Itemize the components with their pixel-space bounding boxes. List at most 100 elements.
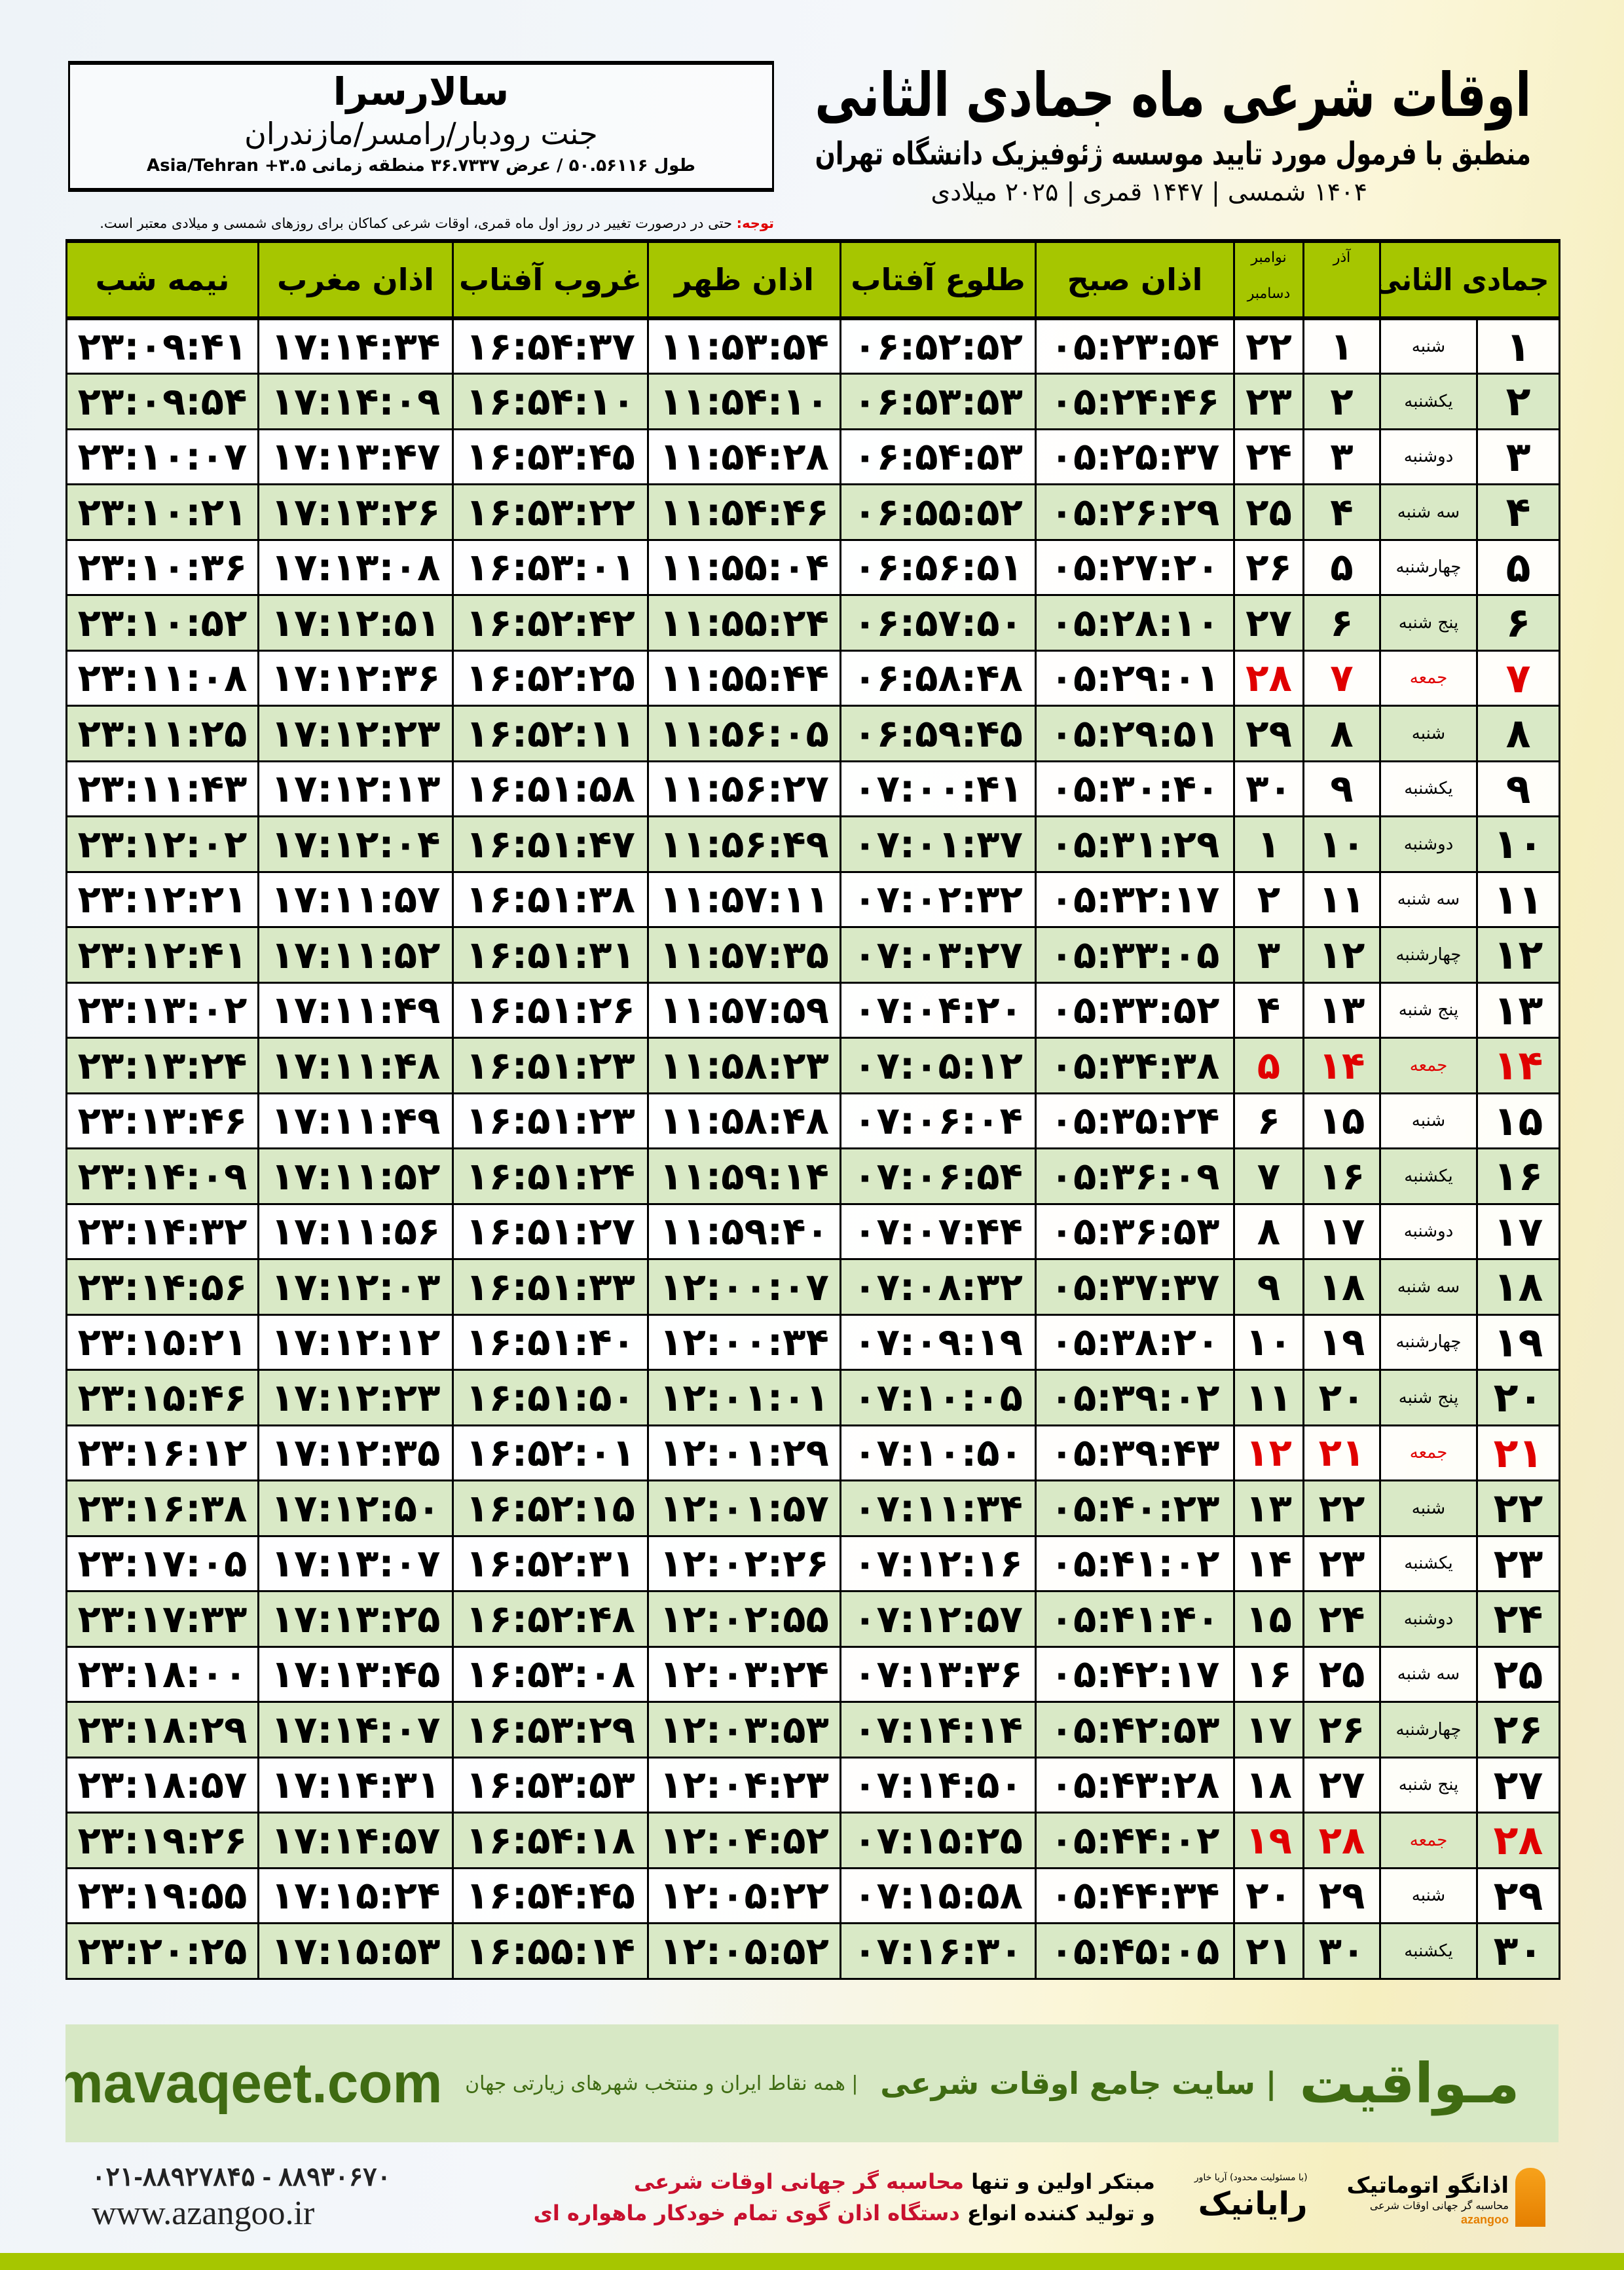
fajr-time: ۰۵:۴۰:۲۳ — [1050, 1485, 1220, 1531]
table-row: ۱۶ یکشنبه ۱۶ ۷ ۰۵:۳۶:۰۹ ۰۷:۰۶:۵۴ ۱۱:۵۹:۱۴ ۱۶:۵۱… — [65, 1147, 1561, 1205]
table-row: ۱۱ سه شنبه ۱۱ ۲ ۰۵:۳۲:۱۷ ۰۷:۰۲:۳۲ ۱۱:۵۷:۱۱ ۱۶:۵… — [65, 870, 1561, 928]
weekday-cell: سه شنبه — [1378, 483, 1479, 541]
fajr-time: ۰۵:۳۲:۱۷ — [1050, 877, 1220, 922]
midnight-time: ۲۳:۰۹:۵۴ — [77, 379, 248, 424]
gregorian-day: ۴ — [1257, 988, 1281, 1033]
sunset-time-cell: ۱۶:۵۲:۱۵ — [452, 1479, 649, 1537]
sunset-time-cell: ۱۶:۵۳:۲۹ — [452, 1701, 649, 1758]
note-label: توجه: — [736, 215, 774, 231]
sunset-time: ۱۶:۵۲:۴۸ — [466, 1596, 635, 1641]
mavaqeet-link[interactable]: mavaqeet.com — [65, 2051, 443, 2115]
sunset-time: ۱۶:۵۴:۱۰ — [466, 379, 635, 424]
gregorian-day: ۱ — [1257, 821, 1281, 866]
sunrise-time-cell: ۰۷:۱۶:۳۰ — [840, 1922, 1037, 1980]
fajr-time-cell: ۰۵:۲۴:۴۶ — [1035, 373, 1235, 430]
azangoo-link[interactable]: www.azangoo.ir — [92, 2195, 315, 2232]
hijri-day: ۲۴ — [1493, 1595, 1543, 1643]
sunset-time: ۱۶:۵۲:۱۱ — [466, 711, 635, 756]
sunrise-time-cell: ۰۶:۵۶:۵۱ — [840, 538, 1037, 596]
note: توجه: حتی در درصورت تغییر در روز اول ماه… — [68, 214, 774, 233]
azar-day-cell: ۱۰ — [1302, 815, 1381, 873]
midnight-time: ۲۳:۲۰:۲۵ — [77, 1928, 248, 1973]
gregorian-day-cell: ۲۵ — [1233, 483, 1304, 541]
contact-block: ۰۲۱-۸۸۹۲۷۸۴۵ - ۸۸۹۳۰۶۷۰ www.azangoo.ir — [92, 2161, 391, 2234]
location-box: سالارسرا جنت رودبار/رامسر/مازندران طول ۵… — [68, 61, 774, 192]
gregorian-day-cell: ۶ — [1233, 1092, 1304, 1149]
maghrib-time: ۱۷:۱۲:۲۳ — [270, 1375, 441, 1420]
dhuhr-time: ۱۱:۵۴:۲۸ — [659, 434, 829, 479]
maghrib-time-cell: ۱۷:۱۱:۴۹ — [257, 1092, 454, 1149]
gregorian-day: ۱۱ — [1246, 1375, 1292, 1420]
col-gregorian: نوامبر دسامبر — [1233, 239, 1304, 320]
sunrise-time: ۰۷:۱۳:۳۶ — [853, 1652, 1023, 1697]
maghrib-time: ۱۷:۱۳:۲۶ — [270, 489, 441, 534]
azar-day-cell: ۲۲ — [1302, 1479, 1381, 1537]
midnight-time-cell: ۲۳:۱۲:۲۱ — [65, 870, 259, 928]
hijri-day-cell: ۲۱ — [1476, 1424, 1561, 1481]
sunrise-time-cell: ۰۶:۵۳:۵۳ — [840, 373, 1037, 430]
sunset-time: ۱۶:۵۱:۲۳ — [466, 1098, 635, 1144]
azar-day: ۱۸ — [1318, 1264, 1365, 1309]
gregorian-day: ۱۵ — [1246, 1596, 1292, 1641]
hijri-day: ۱۱ — [1493, 875, 1543, 923]
azar-day: ۲۰ — [1318, 1375, 1365, 1420]
sunrise-time-cell: ۰۷:۰۱:۳۷ — [840, 815, 1037, 873]
fajr-time: ۰۵:۳۹:۰۲ — [1050, 1375, 1220, 1420]
weekday: یکشنبه — [1404, 1941, 1453, 1961]
azar-day: ۷ — [1330, 656, 1354, 701]
col-azar: آذر — [1333, 250, 1351, 266]
gregorian-day: ۶ — [1257, 1098, 1281, 1144]
sunset-time-cell: ۱۶:۵۱:۲۴ — [452, 1147, 649, 1205]
footer: اذانگو اتوماتیک محاسبه گر جهانی اوقات شر… — [92, 2151, 1545, 2243]
dhuhr-time-cell: ۱۲:۰۰:۰۷ — [647, 1258, 841, 1316]
dhuhr-time: ۱۲:۰۱:۲۹ — [659, 1430, 829, 1476]
promo-text: مبتکر اولین و تنها محاسبه گر جهانی اوقات… — [500, 2166, 1155, 2229]
rayanik-subtext: (با مسئولیت محدود) آریا خاور — [1194, 2172, 1308, 2183]
fajr-time-cell: ۰۵:۳۹:۰۲ — [1035, 1369, 1235, 1426]
fajr-time: ۰۵:۳۱:۲۹ — [1050, 821, 1220, 866]
hijri-day: ۲۱ — [1493, 1428, 1543, 1477]
azar-day-cell: ۱۴ — [1302, 1037, 1381, 1094]
dhuhr-time-cell: ۱۲:۰۲:۵۵ — [647, 1590, 841, 1648]
fajr-time: ۰۵:۴۲:۵۳ — [1050, 1707, 1220, 1752]
azar-day: ۴ — [1330, 489, 1354, 534]
dhuhr-time: ۱۱:۵۳:۵۴ — [659, 324, 829, 369]
sunrise-time: ۰۶:۵۵:۵۲ — [853, 489, 1023, 534]
fajr-time: ۰۵:۴۲:۱۷ — [1050, 1652, 1220, 1697]
midnight-time-cell: ۲۳:۱۱:۲۵ — [65, 705, 259, 762]
hijri-day-cell: ۱۳ — [1476, 981, 1561, 1039]
fajr-time: ۰۵:۳۴:۳۸ — [1050, 1043, 1220, 1088]
midnight-time-cell: ۲۳:۱۶:۱۲ — [65, 1424, 259, 1481]
col-december: دسامبر — [1247, 286, 1291, 302]
gregorian-day-cell: ۲۲ — [1233, 317, 1304, 375]
dhuhr-time-cell: ۱۲:۰۳:۵۳ — [647, 1701, 841, 1758]
hijri-day: ۱۵ — [1493, 1096, 1543, 1145]
gregorian-day: ۱۹ — [1246, 1817, 1292, 1863]
azar-day: ۱۰ — [1318, 821, 1365, 866]
sunset-time-cell: ۱۶:۵۳:۵۳ — [452, 1756, 649, 1814]
hijri-day: ۹ — [1505, 764, 1531, 813]
midnight-time: ۲۳:۱۸:۵۷ — [77, 1762, 248, 1808]
fajr-time-cell: ۰۵:۴۴:۳۴ — [1035, 1867, 1235, 1924]
banner-subtext: | همه نقاط ایران و منتخب شهرهای زیارتی ج… — [464, 2072, 858, 2095]
azangoo-logo: اذانگو اتوماتیک محاسبه گر جهانی اوقات شر… — [1347, 2168, 1545, 2227]
midnight-time: ۲۳:۱۲:۴۱ — [77, 932, 248, 977]
hijri-day: ۱۴ — [1493, 1041, 1543, 1090]
hijri-day: ۴ — [1505, 488, 1531, 536]
sunset-time-cell: ۱۶:۵۳:۰۸ — [452, 1645, 649, 1703]
gregorian-day: ۲ — [1257, 877, 1281, 922]
table-row: ۱۰ دوشنبه ۱۰ ۱ ۰۵:۳۱:۲۹ ۰۷:۰۱:۳۷ ۱۱:۵۶:۴۹ ۱۶:۵۱… — [65, 815, 1561, 873]
table-row: ۲۱ جمعه ۲۱ ۱۲ ۰۵:۳۹:۴۳ ۰۷:۱۰:۵۰ ۱۲:۰۱:۲۹ ۱۶:۵۲:… — [65, 1424, 1561, 1481]
sunrise-time-cell: ۰۶:۵۷:۵۰ — [840, 594, 1037, 652]
azar-day-cell: ۲۸ — [1302, 1812, 1381, 1869]
weekday-cell: جمعه — [1378, 1424, 1479, 1481]
weekday: چهارشنبه — [1395, 1719, 1462, 1740]
gregorian-day-cell: ۱ — [1233, 815, 1304, 873]
hijri-day-cell: ۲۵ — [1476, 1645, 1561, 1703]
fajr-time: ۰۵:۲۸:۱۰ — [1050, 600, 1220, 645]
weekday: پنج شنبه — [1398, 1000, 1459, 1020]
weekday-cell: سه شنبه — [1378, 1258, 1479, 1316]
midnight-time: ۲۳:۱۲:۰۲ — [77, 821, 248, 866]
maghrib-time: ۱۷:۱۳:۴۷ — [270, 434, 441, 479]
midnight-time: ۲۳:۱۷:۳۳ — [77, 1596, 248, 1641]
